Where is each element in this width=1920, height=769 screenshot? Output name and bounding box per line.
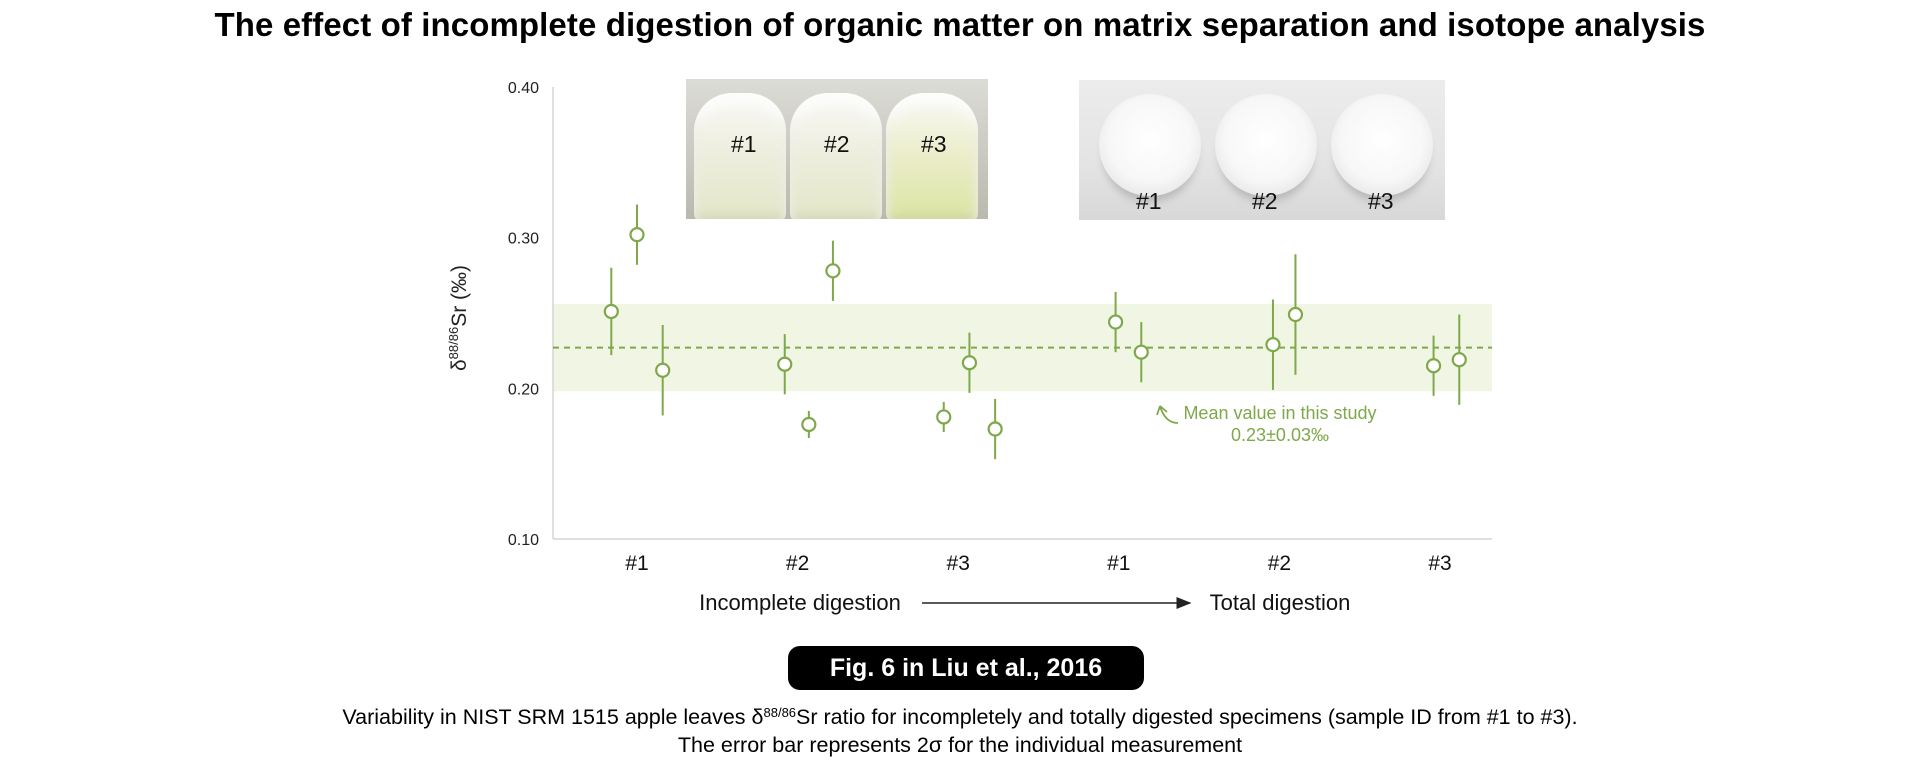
photo-label: #1 (731, 131, 757, 157)
figure-caption: Variability in NIST SRM 1515 apple leave… (0, 703, 1920, 759)
data-point (1451, 314, 1467, 405)
photo-label: #3 (1368, 188, 1394, 214)
y-tick-label: 0.30 (508, 231, 539, 248)
mean-annotation-line1: Mean value in this study (1183, 403, 1376, 423)
data-point (655, 325, 671, 416)
figure-reference-badge: Fig. 6 in Liu et al., 2016 (788, 646, 1144, 690)
data-point (825, 240, 841, 301)
y-tick-label: 0.40 (508, 80, 539, 97)
vial-3 (886, 93, 978, 219)
point-marker (1451, 352, 1467, 368)
group-label-incomplete: Incomplete digestion (699, 590, 901, 615)
point-marker (629, 227, 645, 243)
data-point (1133, 322, 1149, 383)
data-point (936, 401, 952, 433)
photo-incomplete-digestion: #1 #2 #3 (686, 79, 988, 219)
data-point (987, 398, 1003, 460)
dish-2 (1215, 94, 1317, 196)
chart: 0.10 0.20 0.30 0.40 #1 #2 #3 #1 #2 #3 δ88/86Sr (… (446, 80, 1492, 615)
photo-label: #1 (1136, 188, 1162, 214)
x-tick-label: #1 (1107, 552, 1130, 575)
data-point (1265, 299, 1281, 390)
data-point (1425, 335, 1442, 396)
group-label-total: Total digestion (1210, 590, 1351, 615)
photo-label: #3 (921, 131, 947, 157)
mean-annotation-line2: 0.23±0.03‰ (1231, 425, 1329, 445)
point-marker (801, 416, 817, 433)
point-marker (1425, 358, 1442, 374)
point-marker (961, 355, 978, 371)
point-marker (777, 356, 793, 372)
x-tick-label: #3 (1428, 552, 1451, 575)
caption-line-2: The error bar represents 2σ for the indi… (677, 733, 1243, 757)
photo-label: #2 (824, 131, 850, 157)
y-tick-labels: 0.10 0.20 0.30 0.40 (508, 80, 539, 549)
x-tick-label: #2 (1268, 552, 1291, 575)
point-marker (1107, 314, 1124, 330)
vial-1 (694, 93, 786, 219)
data-point (629, 204, 645, 265)
photo-total-digestion: #1 #2 #3 (1079, 80, 1445, 220)
y-axis-label: δ88/86Sr (‰) (446, 265, 471, 371)
point-marker (1265, 337, 1281, 353)
dish-3 (1331, 94, 1433, 196)
x-tick-label: #2 (786, 552, 809, 575)
point-marker (987, 421, 1003, 437)
point-marker (655, 362, 671, 378)
photo-label: #2 (1252, 188, 1278, 214)
data-point (801, 410, 817, 439)
x-tick-label: #3 (947, 552, 970, 575)
dish-1 (1099, 94, 1201, 196)
point-marker (603, 303, 619, 320)
data-points (603, 204, 1467, 460)
x-tick-labels: #1 #2 #3 #1 #2 #3 (625, 552, 1451, 575)
point-marker (1287, 306, 1304, 323)
mean-annotation-arrow (1156, 405, 1179, 424)
x-tick-label: #1 (625, 552, 648, 575)
point-marker (936, 409, 952, 425)
page-title: The effect of incomplete digestion of or… (214, 6, 1706, 43)
y-tick-label: 0.10 (508, 532, 539, 549)
caption-line-1: Variability in NIST SRM 1515 apple leave… (342, 705, 1578, 729)
data-point (1287, 254, 1304, 375)
data-point (603, 267, 619, 356)
y-tick-label: 0.20 (508, 381, 539, 398)
mean-band (553, 303, 1492, 392)
point-marker (825, 263, 841, 279)
data-point (961, 332, 978, 393)
point-marker (1133, 344, 1149, 360)
data-point (777, 334, 793, 395)
data-point (1107, 291, 1124, 353)
vial-2 (790, 93, 882, 219)
